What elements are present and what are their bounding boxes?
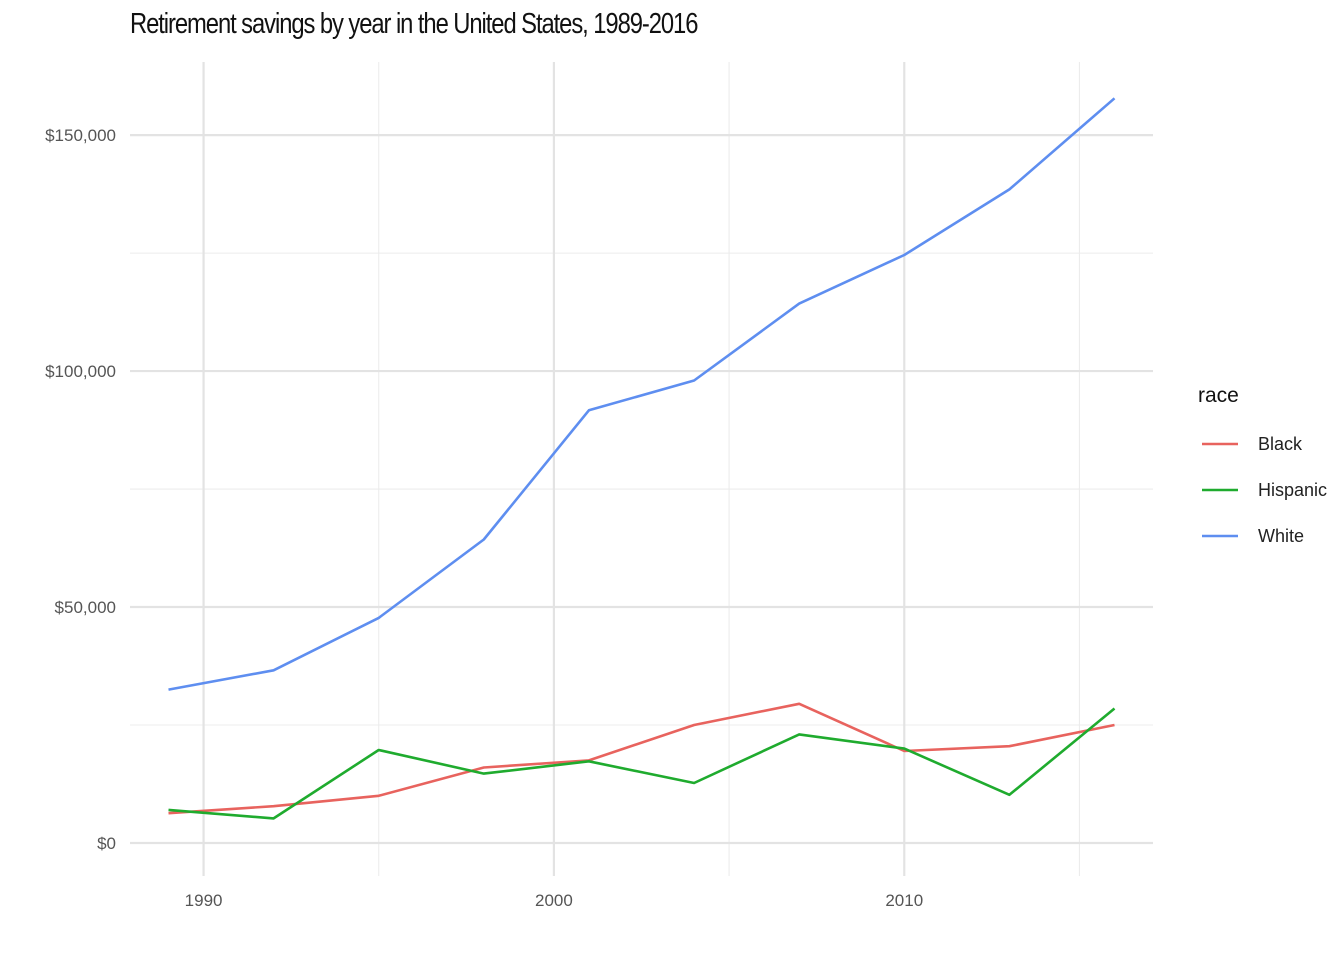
x-tick-label: 1990 — [185, 891, 223, 910]
y-tick-label: $0 — [97, 834, 116, 853]
x-tick-label: 2010 — [885, 891, 923, 910]
y-tick-label: $100,000 — [45, 362, 116, 381]
y-tick-label: $150,000 — [45, 126, 116, 145]
legend-title: race — [1198, 384, 1239, 407]
x-tick-label: 2000 — [535, 891, 573, 910]
series-line-white — [168, 97, 1116, 691]
legend-label-black: Black — [1258, 434, 1303, 454]
series-line-black — [168, 702, 1115, 815]
series-line-hispanic — [168, 707, 1116, 820]
chart-title: Retirement savings by year in the United… — [130, 8, 698, 40]
legend-label-hispanic: Hispanic — [1258, 480, 1327, 500]
y-tick-label: $50,000 — [55, 598, 116, 617]
legend-label-white: White — [1258, 526, 1304, 546]
